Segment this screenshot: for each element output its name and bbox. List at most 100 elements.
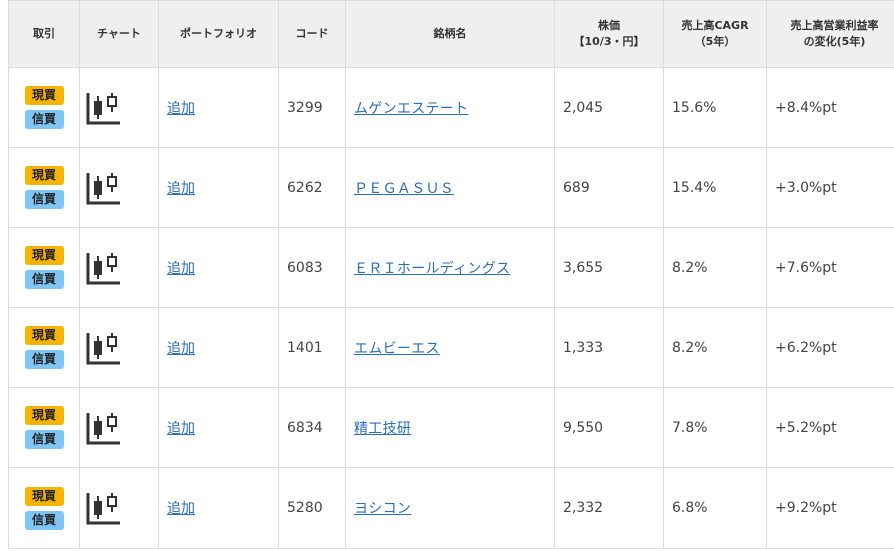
price-cell: 9,550	[554, 387, 664, 468]
code-cell: 5280	[278, 467, 346, 549]
add-to-portfolio-link[interactable]: 追加	[167, 260, 195, 277]
header-code: コード	[278, 0, 346, 68]
table-row: 現買 信買 追加 5280 ヨシコン 2,332 6.8% +9.2%pt	[8, 467, 894, 549]
name-cell: ヨシコン	[345, 467, 555, 549]
chart-cell	[79, 147, 159, 228]
table-row: 現買 信買 追加 6262 ＰＥＧＡＳＵＳ 689 15.4% +3.0%pt	[8, 147, 894, 228]
code-cell: 6834	[278, 387, 346, 468]
candlestick-chart-icon[interactable]	[85, 250, 121, 286]
portfolio-cell: 追加	[158, 387, 279, 468]
shinyo-buy-button[interactable]: 信買	[24, 350, 64, 369]
candlestick-chart-icon[interactable]	[85, 410, 121, 446]
portfolio-cell: 追加	[158, 227, 279, 308]
trade-cell: 現買 信買	[8, 67, 80, 148]
trade-cell: 現買 信買	[8, 227, 80, 308]
header-margin: 売上高営業利益率 の変化(5年)	[766, 0, 894, 68]
name-cell: ムゲンエステート	[345, 67, 555, 148]
chart-cell	[79, 307, 159, 388]
add-to-portfolio-link[interactable]: 追加	[167, 100, 195, 117]
shinyo-buy-button[interactable]: 信買	[24, 430, 64, 449]
margin-change-cell: +7.6%pt	[766, 227, 894, 308]
margin-change-cell: +9.2%pt	[766, 467, 894, 549]
header-price-line1: 株価	[598, 19, 620, 32]
chart-cell	[79, 227, 159, 308]
table-row: 現買 信買 追加 1401 エムビーエス 1,333 8.2% +6.2%pt	[8, 307, 894, 388]
trade-cell: 現買 信買	[8, 307, 80, 388]
chart-cell	[79, 67, 159, 148]
trade-cell: 現買 信買	[8, 387, 80, 468]
stock-name-link[interactable]: ムゲンエステート	[354, 100, 469, 117]
price-cell: 2,045	[554, 67, 664, 148]
margin-change-cell: +5.2%pt	[766, 387, 894, 468]
name-cell: エムビーエス	[345, 307, 555, 388]
chart-cell	[79, 387, 159, 468]
cagr-cell: 7.8%	[663, 387, 767, 468]
trade-cell: 現買 信買	[8, 467, 80, 549]
header-margin-line1: 売上高営業利益率	[790, 19, 879, 32]
header-margin-line2: の変化(5年)	[803, 35, 866, 48]
margin-change-cell: +6.2%pt	[766, 307, 894, 388]
candlestick-chart-icon[interactable]	[85, 170, 121, 206]
add-to-portfolio-link[interactable]: 追加	[167, 420, 195, 437]
add-to-portfolio-link[interactable]: 追加	[167, 180, 195, 197]
name-cell: ＥＲＩホールディングス	[345, 227, 555, 308]
header-cagr: 売上高CAGR （5年）	[663, 0, 767, 68]
portfolio-cell: 追加	[158, 67, 279, 148]
table-row: 現買 信買 追加 6834 精工技研 9,550 7.8% +5.2%pt	[8, 387, 894, 468]
header-chart: チャート	[79, 0, 159, 68]
header-cagr-line2: （5年）	[694, 35, 736, 48]
header-price: 株価 【10/3・円】	[554, 0, 664, 68]
genbutsu-buy-button[interactable]: 現買	[24, 406, 64, 425]
cagr-cell: 15.6%	[663, 67, 767, 148]
name-cell: 精工技研	[345, 387, 555, 468]
cagr-cell: 8.2%	[663, 307, 767, 388]
candlestick-chart-icon[interactable]	[85, 90, 121, 126]
header-name: 銘柄名	[345, 0, 555, 68]
stock-ranking-table: 取引 チャート ポートフォリオ コード 銘柄名 株価 【10/3・円】 売上高C…	[8, 0, 894, 549]
genbutsu-buy-button[interactable]: 現買	[24, 166, 64, 185]
genbutsu-buy-button[interactable]: 現買	[24, 486, 64, 506]
stock-name-link[interactable]: ＰＥＧＡＳＵＳ	[354, 180, 455, 197]
stock-name-link[interactable]: ＥＲＩホールディングス	[354, 260, 511, 277]
trade-cell: 現買 信買	[8, 147, 80, 228]
genbutsu-buy-button[interactable]: 現買	[24, 86, 64, 105]
candlestick-chart-icon[interactable]	[85, 330, 121, 366]
candlestick-chart-icon[interactable]	[85, 490, 121, 526]
code-cell: 6083	[278, 227, 346, 308]
stock-name-link[interactable]: 精工技研	[354, 420, 412, 437]
genbutsu-buy-button[interactable]: 現買	[24, 326, 64, 345]
shinyo-buy-button[interactable]: 信買	[24, 510, 64, 530]
header-cagr-line1: 売上高CAGR	[681, 19, 749, 32]
table-row: 現買 信買 追加 3299 ムゲンエステート 2,045 15.6% +8.4%…	[8, 67, 894, 148]
shinyo-buy-button[interactable]: 信買	[24, 270, 64, 289]
cagr-cell: 8.2%	[663, 227, 767, 308]
price-cell: 3,655	[554, 227, 664, 308]
portfolio-cell: 追加	[158, 147, 279, 228]
shinyo-buy-button[interactable]: 信買	[24, 190, 64, 209]
code-cell: 3299	[278, 67, 346, 148]
cagr-cell: 15.4%	[663, 147, 767, 228]
cagr-cell: 6.8%	[663, 467, 767, 549]
code-cell: 1401	[278, 307, 346, 388]
portfolio-cell: 追加	[158, 307, 279, 388]
price-cell: 2,332	[554, 467, 664, 549]
price-cell: 689	[554, 147, 664, 228]
header-price-line2: 【10/3・円】	[573, 35, 645, 48]
add-to-portfolio-link[interactable]: 追加	[167, 340, 195, 357]
name-cell: ＰＥＧＡＳＵＳ	[345, 147, 555, 228]
price-cell: 1,333	[554, 307, 664, 388]
margin-change-cell: +3.0%pt	[766, 147, 894, 228]
header-trade: 取引	[8, 0, 80, 68]
code-cell: 6262	[278, 147, 346, 228]
table-row: 現買 信買 追加 6083 ＥＲＩホールディングス 3,655 8.2% +7.…	[8, 227, 894, 308]
genbutsu-buy-button[interactable]: 現買	[24, 246, 64, 265]
table-header-row: 取引 チャート ポートフォリオ コード 銘柄名 株価 【10/3・円】 売上高C…	[8, 0, 894, 68]
add-to-portfolio-link[interactable]: 追加	[167, 501, 195, 517]
portfolio-cell: 追加	[158, 467, 279, 549]
stock-name-link[interactable]: エムビーエス	[354, 340, 440, 357]
shinyo-buy-button[interactable]: 信買	[24, 110, 64, 129]
chart-cell	[79, 467, 159, 549]
margin-change-cell: +8.4%pt	[766, 67, 894, 148]
header-portfolio: ポートフォリオ	[158, 0, 279, 68]
stock-name-link[interactable]: ヨシコン	[354, 501, 412, 517]
